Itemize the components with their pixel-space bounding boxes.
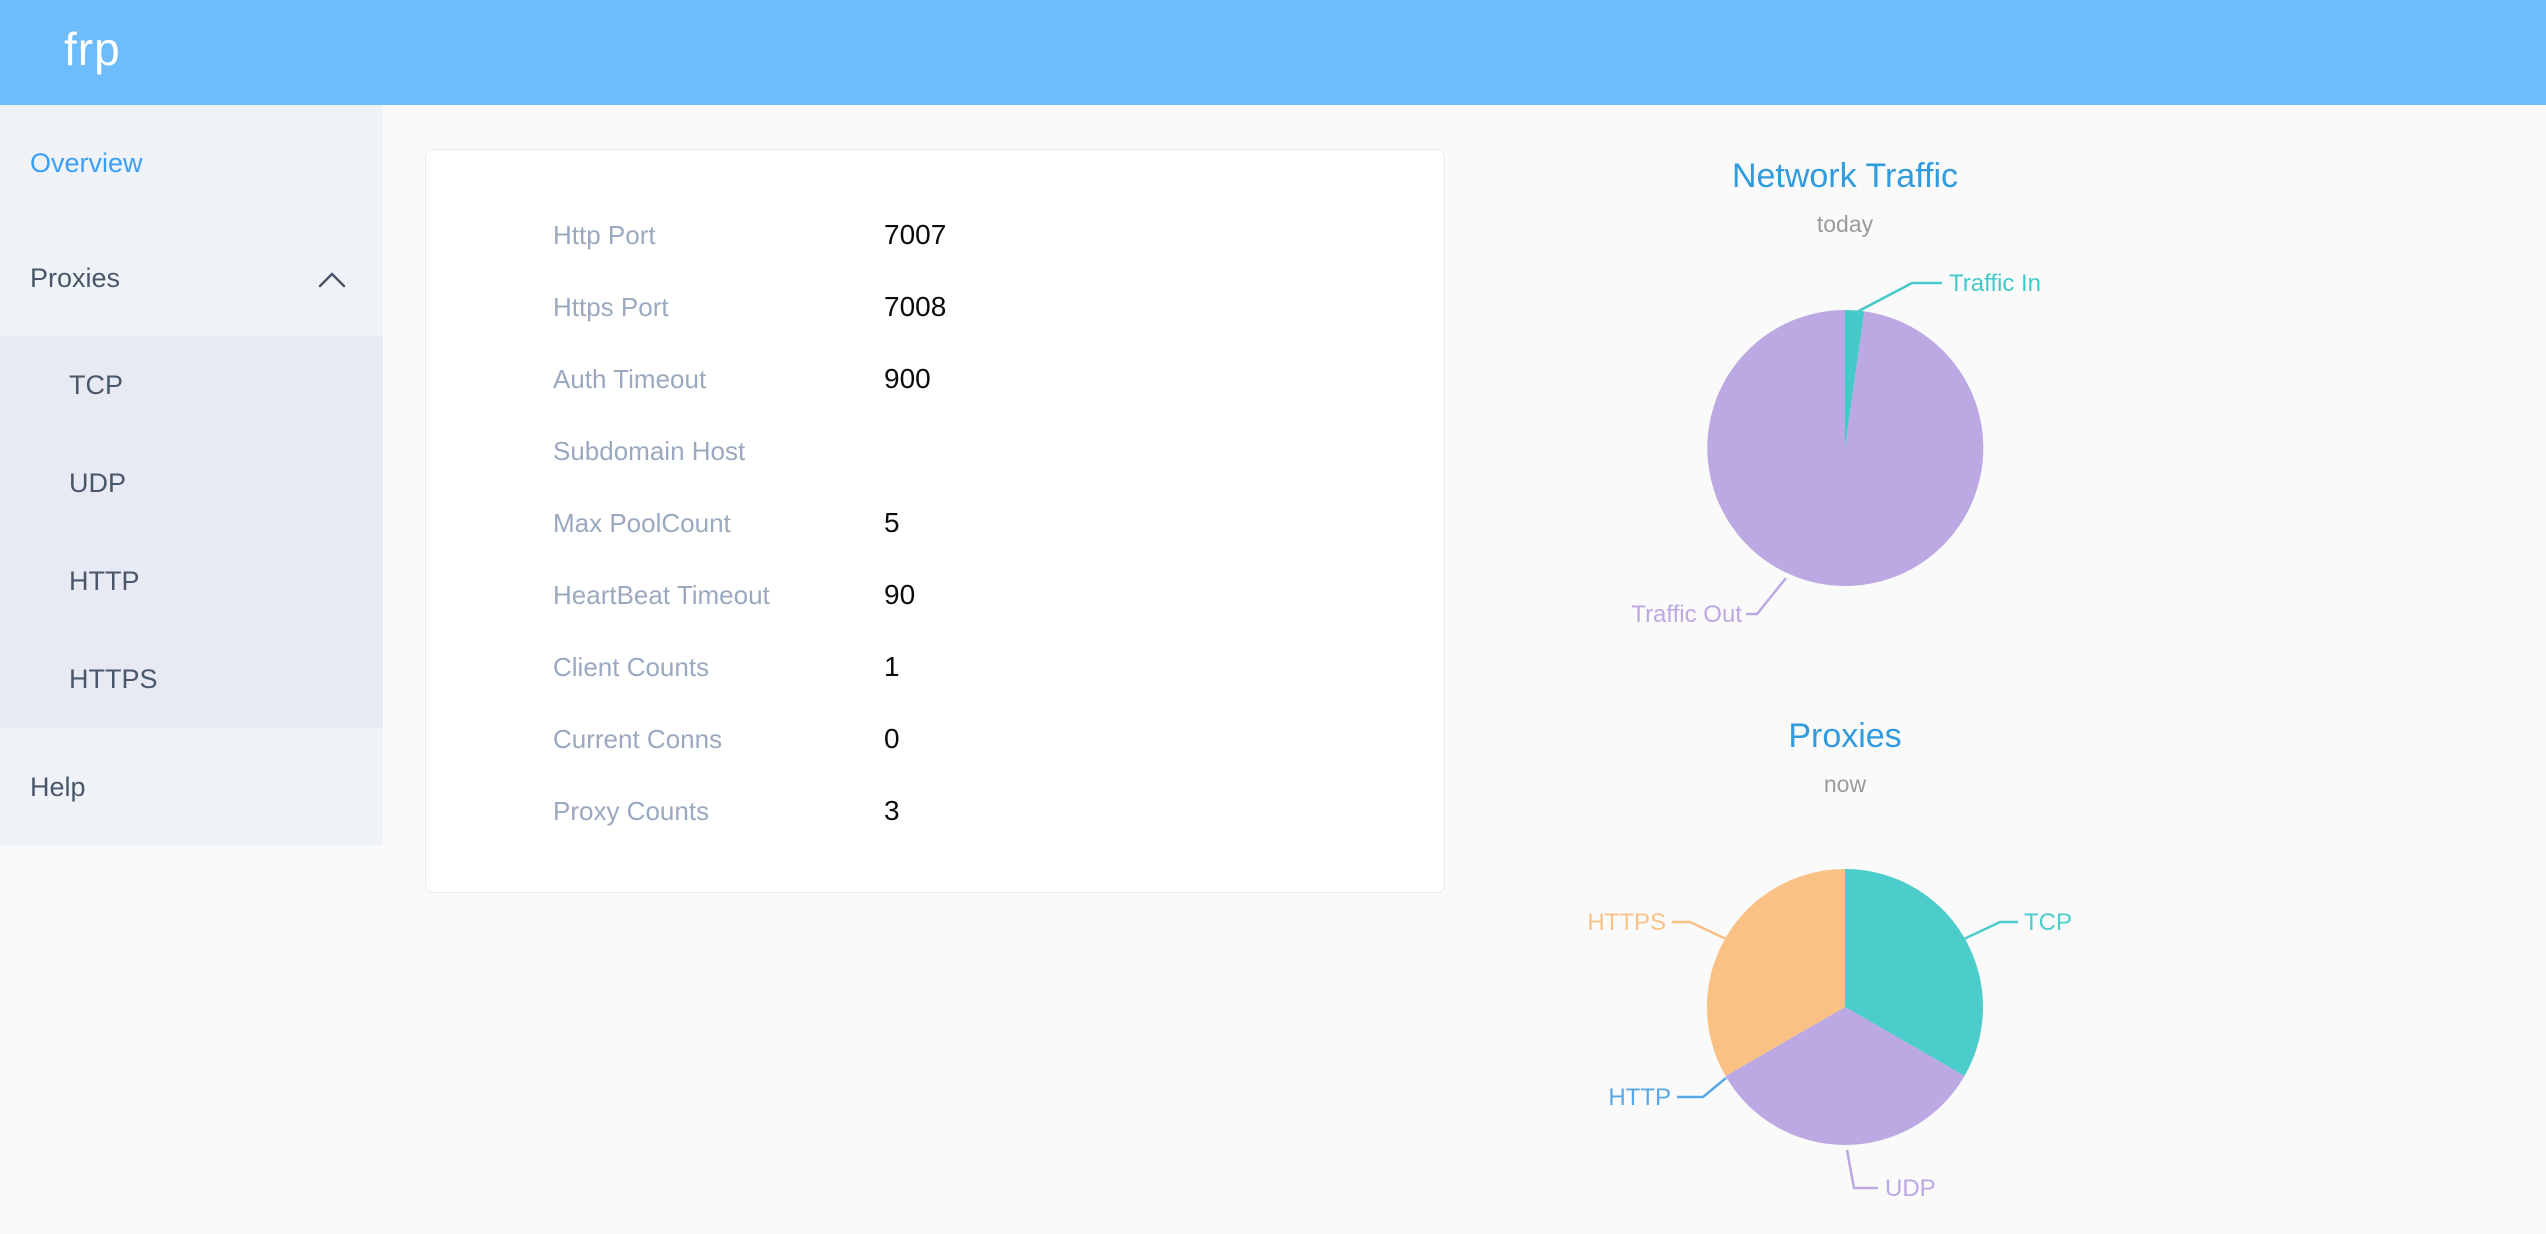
config-row-heartbeat-timeout: HeartBeat Timeout 90	[426, 559, 1444, 631]
config-label: HeartBeat Timeout	[553, 579, 770, 610]
config-row-subdomain-host: Subdomain Host	[426, 415, 1444, 487]
sidebar-submenu-proxies: TCP UDP HTTP HTTPS	[0, 336, 383, 728]
config-label: Max PoolCount	[553, 507, 731, 538]
https-label: HTTPS	[1587, 909, 1666, 936]
sidebar-nav: Overview Proxies TCP UDP HTTP HTTPS Help	[0, 105, 383, 845]
traffic-out-leader-line	[1746, 577, 1787, 616]
proxies-subtitle: now	[1823, 771, 1867, 797]
config-row-current-conns: Current Conns 0	[426, 703, 1444, 775]
sidebar-item-tcp[interactable]: TCP	[0, 336, 383, 434]
config-label: Current Conns	[553, 723, 723, 754]
sidebar-item-overview[interactable]: Overview	[0, 105, 383, 221]
tcp-leader-line	[1963, 920, 2018, 941]
traffic-out-label: Traffic Out	[1631, 601, 1742, 628]
udp-leader-line	[1845, 1149, 1878, 1190]
config-label: Proxy Counts	[553, 795, 710, 826]
https-leader-line	[1672, 920, 1727, 941]
config-label: Client Counts	[553, 651, 710, 682]
network-traffic-title: Network Traffic	[1731, 157, 1959, 195]
sidebar-item-help[interactable]: Help	[0, 728, 383, 847]
config-label: Https Port	[553, 291, 669, 322]
traffic-in-label: Traffic In	[1949, 270, 2041, 297]
app-header: frp	[0, 0, 2546, 105]
config-value: 900	[884, 363, 931, 394]
udp-label: UDP	[1885, 1175, 1936, 1202]
sidebar-item-proxies[interactable]: Proxies	[0, 221, 383, 336]
tcp-label: TCP	[2024, 909, 2072, 936]
sidebar-item-overview-label: Overview	[30, 147, 143, 178]
pie-slice-traffic-in[interactable]	[1845, 309, 1865, 448]
proxies-chart: Proxies now TCP HTTPS HTTP UDP	[1560, 700, 2130, 1234]
config-row-client-counts: Client Counts 1	[426, 631, 1444, 703]
config-value: 3	[884, 795, 900, 826]
pie-slice-traffic-out[interactable]	[1707, 310, 1984, 586]
chevron-up-icon	[318, 272, 346, 287]
config-value: 0	[884, 723, 900, 754]
sidebar-item-tcp-label: TCP	[69, 369, 123, 400]
config-value: 1	[884, 651, 900, 682]
proxies-title: Proxies	[1788, 717, 1902, 755]
config-row-auth-timeout: Auth Timeout 900	[426, 343, 1444, 415]
http-label: HTTP	[1608, 1084, 1671, 1111]
pie-slice-tcp[interactable]	[1845, 869, 1983, 1076]
config-row-http-port: Http Port 7007	[426, 199, 1444, 271]
pie-slice-udp[interactable]	[1725, 1007, 1965, 1145]
config-label: Http Port	[553, 219, 656, 250]
proxies-pie: TCP HTTPS HTTP UDP	[1587, 869, 2072, 1202]
network-traffic-pie: Traffic In Traffic Out	[1631, 270, 2041, 628]
config-value: 7007	[884, 219, 947, 250]
sidebar-item-help-label: Help	[30, 772, 86, 802]
traffic-in-leader-line	[1856, 281, 1942, 314]
sidebar-item-udp[interactable]: UDP	[0, 434, 383, 532]
config-value: 5	[884, 507, 900, 538]
config-value: 90	[884, 579, 916, 610]
pie-slice-https[interactable]	[1707, 869, 1845, 1076]
sidebar-item-http[interactable]: HTTP	[0, 532, 383, 630]
sidebar-item-proxies-label: Proxies	[30, 263, 121, 293]
sidebar-item-http-label: HTTP	[69, 565, 140, 596]
config-value: 7008	[884, 291, 947, 322]
config-row-https-port: Https Port 7008	[426, 271, 1444, 343]
config-label: Auth Timeout	[553, 363, 707, 394]
app-logo: frp	[64, 23, 121, 75]
config-label: Subdomain Host	[553, 435, 746, 466]
config-row-proxy-counts: Proxy Counts 3	[426, 775, 1444, 847]
sidebar-item-https-label: HTTPS	[69, 663, 158, 694]
config-row-max-poolcount: Max PoolCount 5	[426, 487, 1444, 559]
sidebar-item-https[interactable]: HTTPS	[0, 630, 383, 728]
sidebar-item-udp-label: UDP	[69, 467, 127, 498]
network-traffic-chart: Network Traffic today Traffic In Traffic…	[1560, 140, 2130, 660]
network-traffic-subtitle: today	[1816, 211, 1874, 237]
server-config-card: Http Port 7007 Https Port 7008 Auth Time…	[425, 149, 1445, 893]
http-leader-line	[1677, 1077, 1727, 1099]
